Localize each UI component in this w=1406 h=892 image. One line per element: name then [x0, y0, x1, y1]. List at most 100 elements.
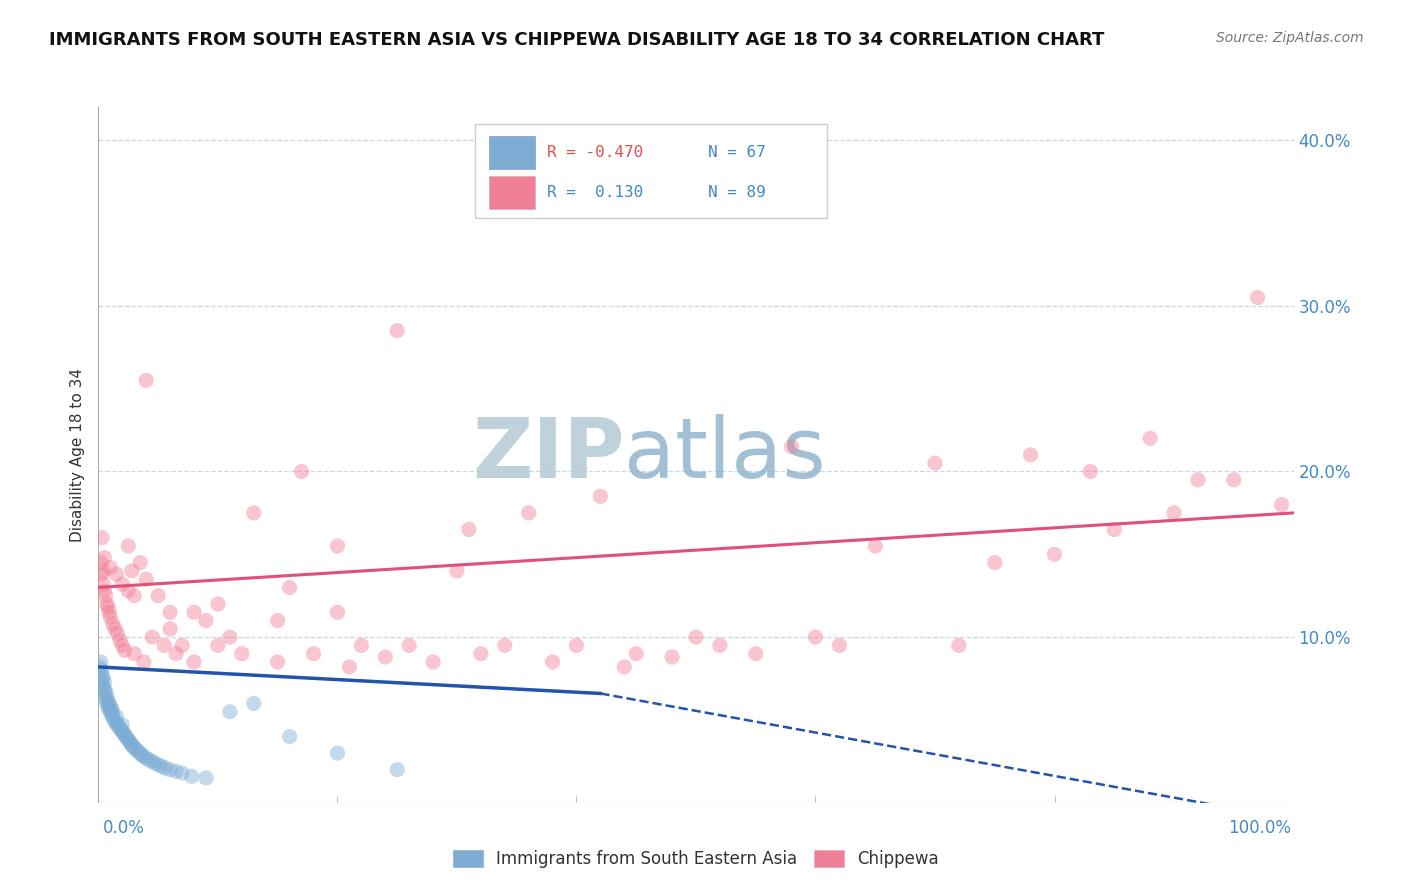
- Point: [127, 744, 149, 758]
- Point: [685, 630, 707, 644]
- Point: [91, 564, 114, 578]
- Point: [865, 539, 887, 553]
- Point: [984, 556, 1007, 570]
- Point: [111, 639, 134, 653]
- FancyBboxPatch shape: [489, 176, 534, 210]
- Point: [96, 697, 118, 711]
- Point: [1080, 465, 1102, 479]
- Point: [1247, 291, 1270, 305]
- Point: [302, 647, 325, 661]
- Point: [243, 506, 266, 520]
- Text: N = 67: N = 67: [709, 145, 766, 160]
- Point: [91, 670, 114, 684]
- Point: [112, 726, 135, 740]
- Point: [108, 721, 131, 735]
- Point: [745, 647, 768, 661]
- Point: [114, 643, 136, 657]
- Point: [219, 705, 242, 719]
- Point: [150, 759, 173, 773]
- Text: ZIP: ZIP: [472, 415, 624, 495]
- Point: [89, 660, 111, 674]
- Point: [183, 605, 205, 619]
- Point: [103, 713, 125, 727]
- Point: [94, 589, 117, 603]
- Point: [105, 716, 128, 731]
- Point: [924, 456, 946, 470]
- Point: [1223, 473, 1246, 487]
- Point: [111, 577, 134, 591]
- Point: [117, 732, 139, 747]
- Point: [398, 639, 420, 653]
- Point: [101, 705, 124, 719]
- Point: [90, 666, 112, 681]
- Point: [124, 589, 146, 603]
- Point: [148, 589, 170, 603]
- Point: [91, 680, 114, 694]
- Point: [93, 688, 115, 702]
- Point: [1139, 431, 1161, 445]
- Text: Source: ZipAtlas.com: Source: ZipAtlas.com: [1216, 31, 1364, 45]
- Text: R = -0.470: R = -0.470: [547, 145, 643, 160]
- Point: [91, 531, 114, 545]
- Point: [165, 764, 187, 779]
- Point: [326, 539, 349, 553]
- Point: [291, 465, 314, 479]
- Point: [231, 647, 253, 661]
- Point: [326, 746, 349, 760]
- Point: [90, 556, 112, 570]
- Point: [626, 647, 648, 661]
- Point: [122, 739, 145, 754]
- Point: [278, 581, 301, 595]
- Point: [385, 324, 409, 338]
- Text: atlas: atlas: [624, 415, 825, 495]
- Point: [494, 639, 516, 653]
- Point: [207, 639, 229, 653]
- Point: [129, 746, 152, 760]
- Point: [219, 630, 242, 644]
- Point: [195, 771, 218, 785]
- Point: [1043, 547, 1066, 561]
- Point: [121, 564, 143, 578]
- Point: [780, 440, 803, 454]
- Point: [120, 736, 142, 750]
- Point: [278, 730, 301, 744]
- Point: [135, 572, 157, 586]
- Point: [124, 647, 146, 661]
- Point: [207, 597, 229, 611]
- Point: [93, 550, 115, 565]
- Point: [124, 741, 146, 756]
- Point: [91, 567, 114, 582]
- Point: [105, 709, 128, 723]
- Text: R =  0.130: R = 0.130: [547, 186, 643, 200]
- Point: [326, 605, 349, 619]
- Point: [117, 539, 139, 553]
- Point: [115, 731, 138, 746]
- Point: [94, 683, 117, 698]
- Point: [613, 660, 636, 674]
- Point: [110, 723, 132, 737]
- Point: [1163, 506, 1185, 520]
- Point: [141, 755, 163, 769]
- Text: 0.0%: 0.0%: [103, 819, 145, 837]
- Point: [589, 489, 612, 503]
- Point: [172, 766, 194, 780]
- Point: [91, 676, 114, 690]
- Point: [385, 763, 409, 777]
- Point: [101, 616, 124, 631]
- Point: [108, 633, 131, 648]
- Point: [118, 734, 141, 748]
- Point: [517, 506, 540, 520]
- Point: [132, 749, 155, 764]
- Point: [129, 556, 152, 570]
- Point: [350, 639, 373, 653]
- Point: [91, 577, 114, 591]
- Point: [91, 672, 114, 686]
- Point: [267, 614, 290, 628]
- Point: [828, 639, 851, 653]
- Point: [565, 639, 588, 653]
- Point: [155, 761, 177, 775]
- Point: [98, 703, 121, 717]
- Point: [138, 753, 160, 767]
- Point: [661, 650, 683, 665]
- Point: [374, 650, 396, 665]
